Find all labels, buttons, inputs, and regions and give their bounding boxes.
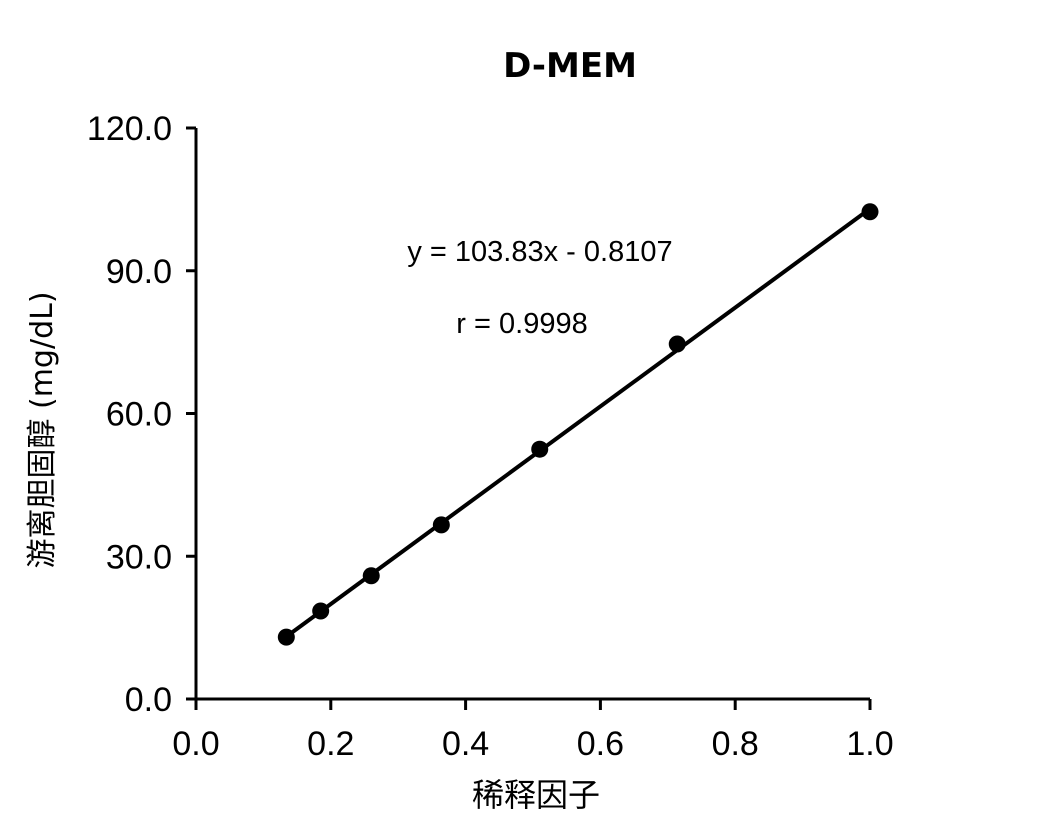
y-tick-label: 0.0 xyxy=(125,681,172,719)
x-axis-ticks: 0.0 0.2 0.4 0.6 0.8 1.0 xyxy=(172,699,894,763)
data-point xyxy=(312,602,330,620)
y-tick-label: 120.0 xyxy=(87,110,172,148)
x-tick-label: 0.0 xyxy=(172,725,219,763)
x-axis-label: 稀释因子 xyxy=(472,776,600,814)
trendline xyxy=(285,207,872,639)
x-tick-label: 0.8 xyxy=(712,725,759,763)
axes xyxy=(186,128,870,701)
data-points xyxy=(277,203,879,646)
y-tick-label: 90.0 xyxy=(106,253,172,291)
y-axis-ticks: 0.0 30.0 60.0 90.0 120.0 xyxy=(87,110,196,719)
y-tick-label: 30.0 xyxy=(106,538,172,576)
data-point xyxy=(277,628,295,646)
data-point xyxy=(362,567,380,585)
data-point xyxy=(432,516,450,534)
x-tick-label: 0.2 xyxy=(307,725,354,763)
data-point xyxy=(861,203,879,221)
data-point xyxy=(531,440,549,458)
y-axis-label: 游离胆固醇 (mg/dL) xyxy=(25,291,60,568)
chart-title: D-MEM xyxy=(503,46,637,86)
x-tick-label: 1.0 xyxy=(846,725,893,763)
data-point xyxy=(668,335,686,353)
r-annotation: r = 0.9998 xyxy=(456,308,587,340)
equation-annotation: y = 103.83x - 0.8107 xyxy=(407,236,672,268)
x-tick-label: 0.4 xyxy=(442,725,489,763)
y-tick-label: 60.0 xyxy=(106,396,172,434)
x-tick-label: 0.6 xyxy=(577,725,624,763)
